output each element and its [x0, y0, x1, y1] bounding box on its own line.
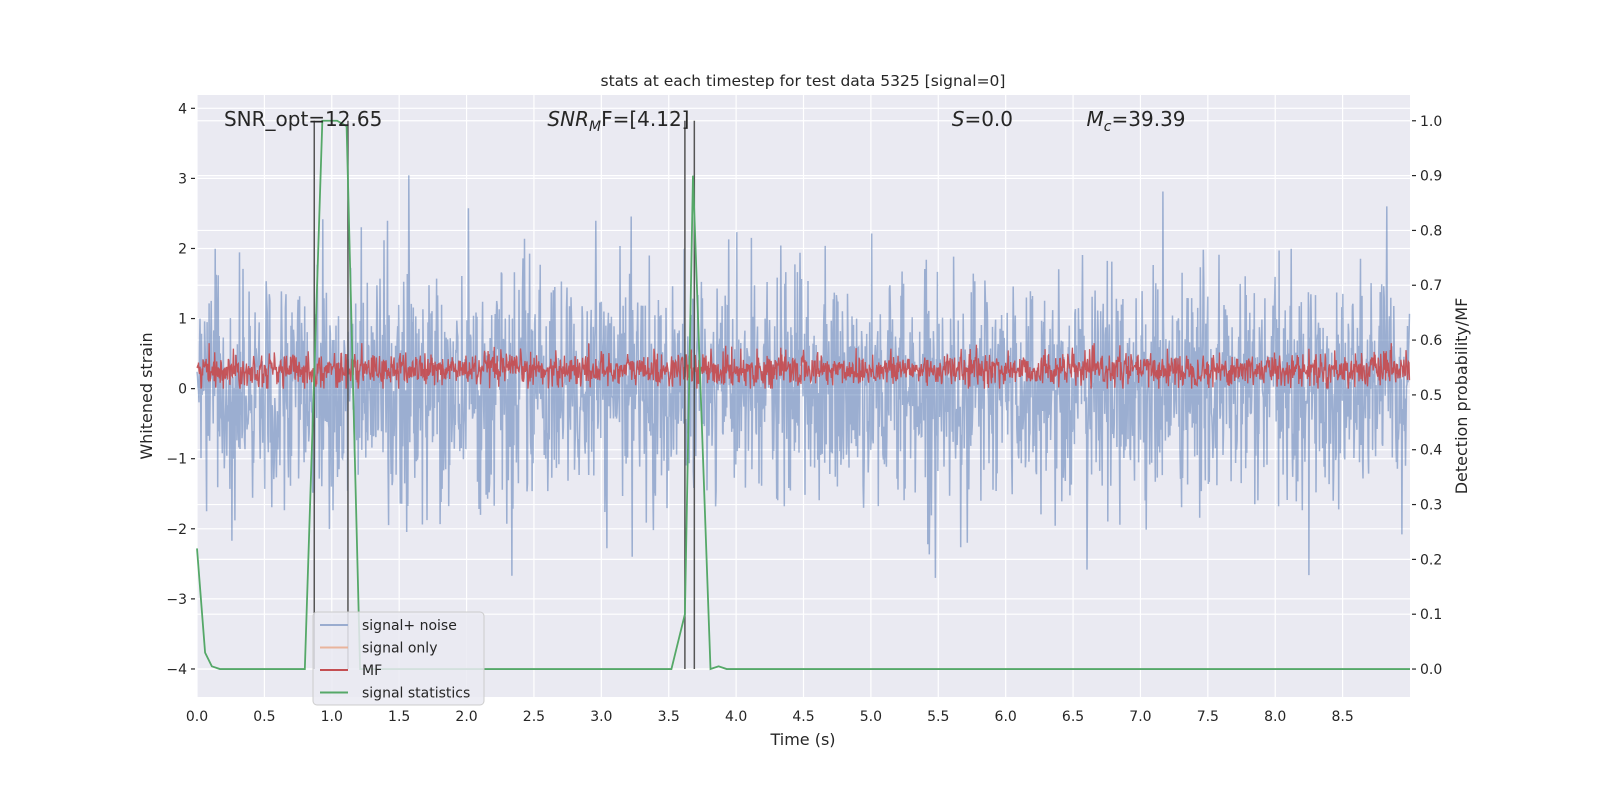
x-tick-label: 2.0: [455, 709, 477, 725]
y-tick-label-right: 0.2: [1420, 552, 1442, 568]
x-tick-label: 8.5: [1331, 709, 1353, 725]
annotation-main: SNR_opt=12.65: [224, 107, 382, 131]
y-tick-label-right: 0.5: [1420, 388, 1442, 404]
legend-box: [312, 611, 485, 706]
annotation: Mc=39.39: [1087, 107, 1186, 135]
x-tick-label: 7.0: [1129, 709, 1151, 725]
x-tick-label: 4.0: [725, 709, 747, 725]
x-tick-label: 6.0: [995, 709, 1017, 725]
x-tick-label: 3.0: [590, 709, 612, 725]
legend-label: MF: [362, 663, 382, 679]
axes: 0.0 0.5 1.0 1.5 2.0 2.5 3.0 3.5 4.0 4.5 5.0 5.5 6.0 6…: [166, 101, 1442, 725]
y-tick-label-right: 0.3: [1420, 498, 1442, 514]
y-tick-label-left: −2: [166, 522, 187, 538]
annotation-main: S: [952, 107, 965, 131]
annotation: S=0.0: [952, 107, 1013, 131]
y-tick-label-left: 2: [178, 241, 187, 257]
y-axis-label-left: Whitened strain: [137, 332, 156, 459]
y-axis-label-right: Detection probability/MF: [1452, 298, 1471, 495]
y-tick-label-right: 0.8: [1420, 223, 1442, 239]
chart-title: stats at each timestep for test data 532…: [601, 72, 1006, 90]
y-tick-label-left: 1: [178, 312, 187, 328]
y-tick-label-right: 0.4: [1420, 443, 1442, 459]
x-tick-label: 1.0: [321, 709, 343, 725]
y-tick-label-right: 0.0: [1420, 662, 1442, 678]
x-tick-label: 0.0: [186, 709, 208, 725]
annotation: SNRMF=[4.12]: [547, 107, 689, 135]
legend-label: signal+ noise: [362, 618, 457, 634]
x-tick-label: 0.5: [253, 709, 275, 725]
y-tick-label-left: 3: [178, 171, 187, 187]
y-tick-label-right: 0.1: [1420, 607, 1442, 623]
x-tick-label: 7.5: [1197, 709, 1219, 725]
x-tick-label: 8.0: [1264, 709, 1286, 725]
y-tick-label-left: −4: [166, 662, 187, 678]
y-tick-label-left: 4: [178, 101, 187, 117]
annotation: SNR_opt=12.65: [224, 107, 382, 131]
x-tick-label: 1.5: [388, 709, 410, 725]
signal-plus-noise-line: [196, 175, 1411, 578]
y-tick-label-left: 0: [178, 382, 187, 398]
x-axis-label: Time (s): [769, 730, 835, 749]
y-tick-label-left: −1: [166, 452, 187, 468]
y-tick-label-right: 0.7: [1420, 278, 1442, 294]
mf-line: [196, 343, 1411, 389]
x-tick-label: 2.5: [523, 709, 545, 725]
y-tick-label-right: 0.9: [1420, 169, 1442, 185]
signal-statistics-line: [196, 119, 1410, 671]
legend-label: signal statistics: [362, 686, 470, 702]
annotation-subscript: c: [1104, 119, 1112, 135]
x-tick-label: 3.5: [658, 709, 680, 725]
legend-label: signal only: [362, 641, 437, 657]
annotation-value: =0.0: [964, 107, 1013, 131]
series-layer: [196, 119, 1411, 671]
annotation-value: F=[4.12]: [601, 107, 689, 131]
x-tick-label: 6.5: [1062, 709, 1084, 725]
annotation-subscript: M: [589, 119, 601, 135]
annotation-value: =39.39: [1112, 107, 1186, 131]
x-tick-label: 5.5: [927, 709, 949, 725]
y-tick-label-right: 0.6: [1420, 333, 1442, 349]
x-tick-label: 4.5: [792, 709, 814, 725]
annotations: SNR_opt=12.65 SNRMF=[4.12] S=0.0 Mc=39.39: [224, 107, 1186, 135]
annotation-main: M: [1087, 107, 1104, 131]
y-tick-label-left: −3: [166, 592, 187, 608]
x-tick-label: 5.0: [860, 709, 882, 725]
legend: signal+ noise signal only MF signal statist…: [312, 611, 485, 706]
y-tick-label-right: 1.0: [1420, 114, 1442, 130]
annotation-main: SNR: [547, 107, 589, 131]
